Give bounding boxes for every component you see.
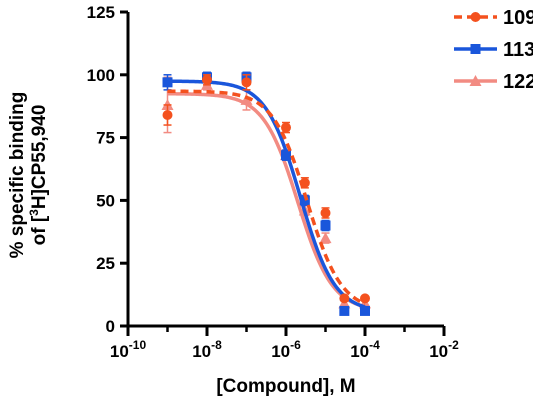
legend-label: 113 — [503, 39, 533, 61]
data-point — [281, 122, 291, 133]
legend-item-109: 109 — [454, 7, 533, 29]
x-tick-label: 10-4 — [350, 338, 380, 361]
y-tick-label: 25 — [96, 254, 115, 273]
legend-item-113: 113 — [454, 39, 533, 61]
x-tick-label: 10-6 — [271, 338, 301, 361]
y-axis-title-suffix: H]CP55,940 — [29, 105, 50, 210]
y-axis-title-line2: of [3H]CP55,940 — [27, 105, 50, 246]
x-tick-base: 10 — [350, 342, 369, 361]
legend-marker — [470, 44, 481, 54]
fit-curve-122 — [167, 92, 366, 309]
y-tick-label: 75 — [96, 129, 115, 148]
y-tick-label: 50 — [96, 191, 115, 210]
x-tick-base: 10 — [429, 342, 448, 361]
data-point — [339, 293, 350, 304]
data-point — [162, 109, 173, 120]
x-tick-base: 10 — [192, 342, 211, 361]
x-tick-exponent: -6 — [290, 338, 301, 352]
x-tick-base: 10 — [110, 342, 129, 361]
data-point — [299, 177, 310, 188]
data-point — [281, 150, 291, 161]
legend-label: 122 — [503, 71, 533, 93]
legend-item-122: 122 — [454, 71, 533, 93]
legend-label: 109 — [503, 7, 533, 29]
legend-marker — [469, 75, 482, 86]
x-tick-exponent: -8 — [211, 338, 222, 352]
series-layer — [161, 71, 371, 316]
fit-curve-109 — [167, 89, 366, 306]
x-tick-label: 10-10 — [110, 338, 147, 361]
x-tick-exponent: -4 — [369, 338, 380, 352]
x-tick-exponent: -10 — [129, 338, 147, 352]
legend-marker — [470, 12, 481, 22]
y-axis-title-line1: % specific binding — [7, 92, 28, 259]
x-tick-label: 10-8 — [192, 338, 222, 361]
data-point — [299, 195, 310, 206]
x-axis-title: [Compound], M — [216, 376, 355, 397]
legend: 109 113 122 — [454, 7, 533, 93]
data-point — [241, 77, 252, 88]
x-tick-label: 10-2 — [429, 338, 459, 361]
data-point — [319, 232, 332, 244]
data-point — [162, 77, 173, 88]
data-point — [240, 93, 253, 105]
y-tick-label: 0 — [106, 317, 115, 336]
data-point — [360, 293, 370, 304]
y-tick-label: 100 — [87, 66, 115, 85]
data-point — [320, 220, 331, 231]
y-tick-label: 125 — [87, 3, 115, 22]
y-axis-title-prefix: of [ — [29, 215, 50, 245]
data-point — [360, 305, 370, 316]
data-point — [320, 207, 331, 218]
data-point — [339, 305, 350, 316]
data-point — [202, 74, 212, 85]
fit-curve-113 — [167, 79, 366, 309]
series-109 — [162, 74, 370, 306]
y-axis-title-sup: 3 — [27, 209, 41, 216]
x-tick-base: 10 — [271, 342, 290, 361]
x-tick-exponent: -2 — [448, 338, 459, 352]
